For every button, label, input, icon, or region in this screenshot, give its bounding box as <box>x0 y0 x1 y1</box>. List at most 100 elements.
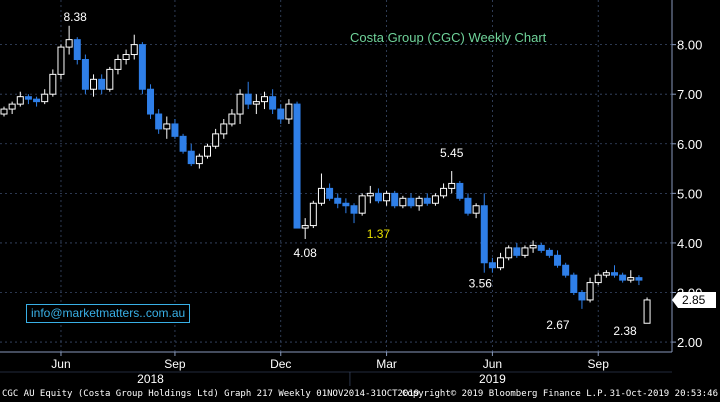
candle-body <box>212 133 220 147</box>
candle <box>635 275 643 286</box>
candle-body <box>326 187 334 199</box>
x-tick-label: Sep <box>164 357 186 371</box>
candle-body <box>391 192 399 207</box>
candle <box>187 143 195 167</box>
candle-body <box>456 182 464 199</box>
candle-body <box>236 93 244 115</box>
candle <box>49 69 57 97</box>
candle-body <box>374 192 382 202</box>
y-tick-label: 7.00 <box>677 87 702 102</box>
x-tick-label: Jun <box>483 357 502 371</box>
candle <box>212 128 220 149</box>
candle <box>81 54 89 95</box>
candle-body <box>8 103 16 110</box>
candle-body <box>562 264 570 276</box>
last-price-box <box>672 291 716 308</box>
candle <box>171 118 179 139</box>
candle <box>138 42 146 95</box>
candle-body <box>578 292 586 301</box>
candle <box>529 240 537 253</box>
candle-body <box>594 274 602 284</box>
candle <box>41 89 49 105</box>
y-tick-label: 5.00 <box>677 186 702 201</box>
candle <box>391 190 399 209</box>
candle-body <box>537 244 545 251</box>
candle <box>594 272 602 286</box>
candle-body <box>611 272 618 276</box>
candle <box>602 270 610 278</box>
candle-body <box>187 150 195 165</box>
candle <box>374 188 382 204</box>
last-price-label: 2.85 <box>682 293 706 307</box>
candle <box>301 218 309 239</box>
candle-body <box>521 247 529 256</box>
candle-body <box>423 197 431 204</box>
candle-body <box>464 197 472 214</box>
candle-body <box>171 123 179 137</box>
candle <box>407 193 415 209</box>
candle <box>236 89 244 124</box>
x-tick-label: Dec <box>270 357 291 371</box>
candle <box>456 180 464 201</box>
candle <box>106 66 114 92</box>
candle-body <box>448 182 456 189</box>
candle <box>521 245 529 258</box>
y-tick-label: 2.00 <box>677 335 702 350</box>
candle <box>293 101 301 229</box>
candle-body <box>163 123 171 130</box>
candle-body <box>472 205 480 214</box>
candle <box>488 257 496 273</box>
candle-body <box>98 78 106 90</box>
candle-body <box>334 197 342 204</box>
candle-body <box>350 205 358 214</box>
candle-body <box>293 103 301 229</box>
candle <box>627 270 635 283</box>
candle <box>497 252 505 271</box>
email-watermark: info@marketmatters..com.au <box>26 304 191 323</box>
candle <box>98 74 106 95</box>
candle-body <box>619 274 627 281</box>
candle <box>228 109 236 127</box>
candle-body <box>269 96 277 110</box>
candle <box>90 74 98 97</box>
candle-body <box>342 202 350 207</box>
candle-body <box>244 93 252 105</box>
candle-body <box>635 277 643 281</box>
chart-title: Costa Group (CGC) Weekly Chart <box>350 30 547 45</box>
candle <box>8 101 16 115</box>
price-annotation: 1.37 <box>367 227 391 241</box>
candle <box>252 94 260 115</box>
candle <box>317 173 325 206</box>
candle-body <box>122 54 130 60</box>
y-tick-label: 8.00 <box>677 38 702 53</box>
candle-body <box>220 123 228 135</box>
candle <box>122 49 130 65</box>
candle-body <box>24 96 32 100</box>
candle <box>431 193 439 206</box>
y-tick-label: 6.00 <box>677 137 702 152</box>
candle <box>309 200 317 229</box>
candle <box>326 183 334 201</box>
candle <box>114 54 122 75</box>
candle <box>285 99 293 124</box>
candle <box>578 290 586 309</box>
candle <box>472 203 480 219</box>
candle <box>570 272 578 295</box>
candle <box>163 116 171 139</box>
candle-body <box>106 68 114 90</box>
candle-body <box>277 108 285 120</box>
chart-area: Costa Group (CGC) Weekly Chart 8.38 4.08 1… <box>0 0 716 386</box>
candle <box>73 37 81 65</box>
candle-body <box>57 46 65 75</box>
candle <box>448 171 456 194</box>
candle-body <box>431 195 439 204</box>
candle <box>586 277 594 303</box>
candle <box>440 183 448 199</box>
candle-body <box>114 58 122 70</box>
candlestick-series <box>0 25 651 324</box>
candle-body <box>301 225 309 229</box>
candle-body <box>228 113 236 125</box>
candle-body <box>309 202 317 227</box>
candle-body <box>513 247 521 256</box>
